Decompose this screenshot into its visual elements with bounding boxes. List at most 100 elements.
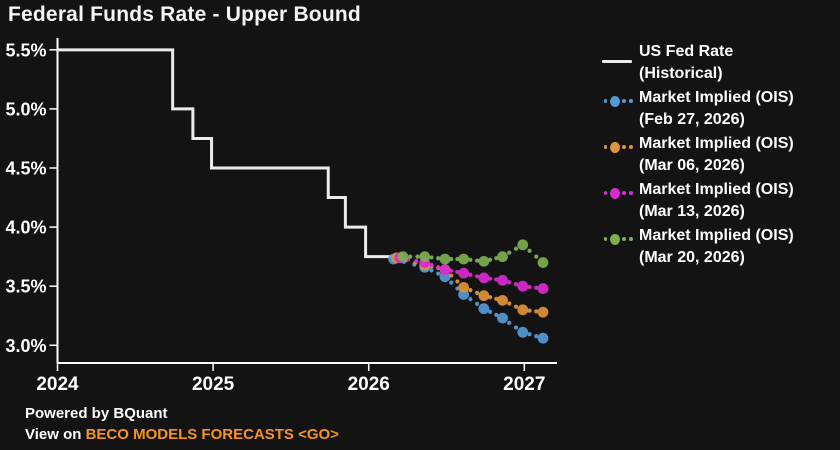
data-point-marker (458, 267, 470, 279)
y-tick-label: 5.5% (5, 40, 46, 60)
legend-label-line1: Market Implied (OIS) (639, 135, 794, 152)
legend-item-market-implied-mar-06-2026[interactable]: Market Implied (OIS) (Mar 06, 2026) (602, 133, 834, 177)
data-point-marker (419, 251, 431, 263)
data-point-marker (478, 290, 490, 302)
connector-dot (468, 257, 473, 262)
connector-dot (487, 309, 493, 314)
legend-swatch-historical-line (602, 49, 634, 63)
data-point-marker (517, 304, 529, 316)
legend-swatch-dotted-blue (602, 95, 634, 107)
data-point-marker (497, 251, 508, 263)
connector-dot (494, 312, 499, 318)
data-point-marker (497, 294, 508, 306)
connector-dot (436, 256, 441, 261)
x-tick-label: 2024 (36, 374, 79, 395)
data-point-marker (397, 251, 409, 263)
data-point-marker (497, 312, 508, 324)
legend-label-line1: US Fed Rate (639, 43, 734, 60)
data-point-marker (458, 281, 470, 293)
beco-models-forecasts-link[interactable]: BECO MODELS FORECASTS <GO> (85, 426, 339, 443)
legend-swatch-dotted-orange (602, 141, 634, 153)
connector-dot (429, 268, 434, 273)
legend-label-line1: Market Implied (OIS) (639, 89, 794, 106)
data-point-marker (537, 257, 549, 268)
connector-dot (475, 258, 480, 263)
connector-dot (468, 272, 473, 277)
footer: Powered by BQuant View on BECO MODELS FO… (25, 403, 339, 445)
page-title: Federal Funds Rate - Upper Bound (8, 3, 361, 26)
connector-dot (468, 297, 473, 302)
legend-label-line2: (Mar 06, 2026) (639, 157, 745, 174)
y-tick-label: 3.5% (5, 277, 46, 297)
data-point-marker (537, 306, 549, 318)
legend: US Fed Rate (Historical) Market Implied … (602, 41, 834, 271)
connector-dot (436, 265, 441, 270)
connector-dot (408, 254, 413, 259)
series-4 (397, 239, 549, 268)
view-on-label: View on (25, 426, 86, 443)
connector-dot (449, 273, 454, 278)
connector-dot (534, 309, 539, 314)
data-point-marker (497, 274, 508, 286)
connector-dot (414, 258, 419, 264)
data-point-marker (458, 253, 470, 265)
legend-label-line2: (Feb 27, 2026) (639, 111, 745, 128)
series-1 (388, 253, 549, 344)
legend-label-line1: Market Implied (OIS) (639, 227, 794, 244)
series-3 (394, 252, 549, 294)
connector-dot (527, 332, 532, 337)
legend-label-line2: (Mar 13, 2026) (639, 203, 745, 220)
connector-dot (527, 248, 532, 253)
connector-dot (429, 255, 434, 260)
x-tick-label: 2025 (192, 374, 235, 395)
legend-item-market-implied-mar-20-2026[interactable]: Market Implied (OIS) (Mar 20, 2026) (602, 225, 834, 269)
data-point-marker (439, 264, 451, 276)
legend-item-us-fed-rate-historical[interactable]: US Fed Rate (Historical) (602, 41, 834, 85)
legend-swatch-dotted-green (602, 233, 634, 245)
y-tick-label: 5.0% (5, 99, 46, 119)
connector-dot (534, 285, 539, 290)
legend-item-market-implied-mar-13-2026[interactable]: Market Implied (OIS) (Mar 13, 2026) (602, 179, 834, 223)
series-0 (57, 48, 397, 259)
connector-dot (436, 271, 441, 276)
data-point-marker (439, 253, 451, 265)
legend-item-market-implied-feb-27-2026[interactable]: Market Implied (OIS) (Feb 27, 2026) (602, 87, 834, 131)
powered-by-text: Powered by BQuant (25, 405, 168, 422)
data-point-marker (517, 280, 529, 292)
legend-swatch-dotted-magenta (602, 187, 634, 199)
legend-label-line2: (Historical) (639, 65, 723, 82)
legend-label-line2: (Mar 20, 2026) (639, 249, 745, 266)
connector-dot (513, 325, 519, 330)
x-tick-label: 2027 (503, 374, 545, 395)
data-point-marker (478, 272, 490, 284)
y-tick-label: 3.0% (5, 336, 46, 356)
connector-dot (507, 301, 512, 306)
y-tick-label: 4.0% (5, 218, 46, 238)
data-point-marker (478, 303, 490, 315)
connector-dot (527, 284, 532, 290)
data-point-marker (537, 332, 549, 344)
connector-dot (513, 246, 519, 251)
x-tick-label: 2026 (348, 374, 390, 395)
connector-dot (475, 274, 480, 279)
data-point-marker (517, 326, 529, 338)
connector-dot (468, 288, 473, 293)
legend-label-line1: Market Implied (OIS) (639, 181, 794, 198)
connector-dot (527, 308, 532, 313)
connector-dot (455, 279, 460, 284)
connector-dot (475, 290, 480, 295)
connector-dot (415, 254, 420, 259)
connector-dot (429, 262, 434, 268)
y-tick-label: 4.5% (5, 159, 46, 179)
data-point-marker (517, 239, 529, 251)
connector-dot (513, 282, 519, 287)
connector-dot (534, 334, 539, 339)
connector-dot (507, 320, 512, 325)
connector-dot (513, 304, 519, 309)
data-point-marker (478, 255, 490, 267)
historical-step-line (57, 48, 397, 259)
data-point-marker (537, 283, 549, 294)
connector-dot (507, 250, 512, 255)
